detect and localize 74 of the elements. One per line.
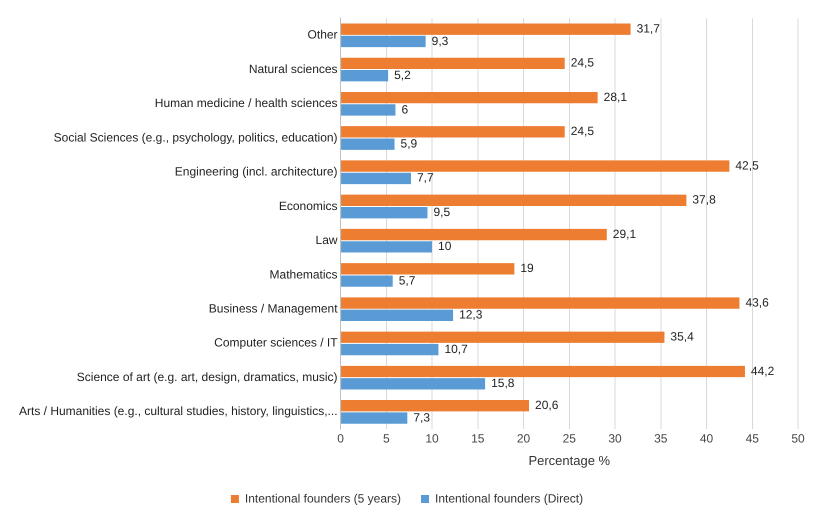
bar [341,160,730,172]
x-tick-label: 25 [562,432,576,446]
data-label: 10 [438,239,452,254]
y-tick-label: Engineering (incl. architecture) [174,164,338,179]
data-label: 24,5 [570,124,594,138]
bar [341,70,388,82]
x-tick-label: 35 [654,432,668,446]
data-label: 5,9 [400,136,418,150]
y-tick-label: Business / Management [208,301,338,316]
bar [341,228,607,240]
data-label: 37,8 [692,192,716,207]
bar [341,241,432,253]
y-tick-label: Mathematics [270,267,338,282]
data-label: 19 [520,261,534,276]
data-label: 9,3 [432,34,449,48]
data-label: 43,6 [745,295,770,310]
x-tick-label: 50 [791,432,805,446]
x-tick-label: 15 [471,432,485,446]
x-axis-title: Percentage % [528,452,611,468]
x-tick-label: 40 [700,432,714,446]
data-label: 9,5 [433,204,450,219]
y-tick-label: Computer sciences / IT [214,336,338,350]
bar [341,194,686,206]
bar [341,206,428,218]
y-tick-label: Law [316,233,338,248]
data-label: 35,4 [670,330,694,344]
data-label: 28,1 [604,90,628,104]
y-tick-label: Social Sciences (e.g., psychology, politics, education) [54,130,338,144]
bar [341,378,486,390]
bar [341,172,412,184]
bar [341,297,740,309]
bar [341,366,745,378]
data-label: 10,7 [444,342,468,356]
bar [341,400,530,412]
x-tick-label: 30 [608,432,622,446]
bar [341,36,426,48]
data-label: 5,7 [398,273,416,288]
y-tick-label: Other [308,28,338,42]
x-tick-label: 45 [746,432,760,446]
data-label: 24,5 [570,56,594,70]
bar [341,138,395,150]
bar [341,58,565,70]
bar [341,344,438,356]
bar [341,263,514,274]
x-tick-label: 0 [337,432,344,446]
bar [341,275,393,287]
x-tick-label: 5 [382,432,390,446]
data-label: 31,7 [636,21,660,36]
bar [341,92,598,104]
bar [341,332,664,343]
bar [341,104,396,116]
bar [341,412,408,424]
data-label: 44,2 [750,364,775,378]
y-tick-label: Science of art (e.g. art, design, dramatics, music) [76,370,338,384]
bar [341,310,454,322]
legend-label: Intentional founders (Direct) [435,491,584,506]
y-tick-label: Human medicine / health sciences [154,96,338,110]
data-label: 15,8 [491,376,515,390]
data-label: 42,5 [735,158,760,172]
bar [341,126,565,138]
data-label: 6 [401,102,408,116]
data-label: 12,3 [459,308,483,322]
data-label: 5,2 [394,68,412,82]
bar [341,23,631,35]
data-label: 20,6 [535,398,559,412]
data-label: 29,1 [612,226,636,241]
legend-label: Intentional founders (5 years) [244,491,402,506]
y-tick-label: Economics [278,198,338,213]
x-tick-label: 20 [516,432,531,446]
x-tick-label: 10 [425,432,440,446]
data-label: 7,3 [413,410,430,424]
data-label: 7,7 [417,170,434,185]
y-tick-label: Natural sciences [248,62,338,76]
y-tick-label: Arts / Humanities (e.g., cultural studies, history, linguistics,... [18,404,338,418]
